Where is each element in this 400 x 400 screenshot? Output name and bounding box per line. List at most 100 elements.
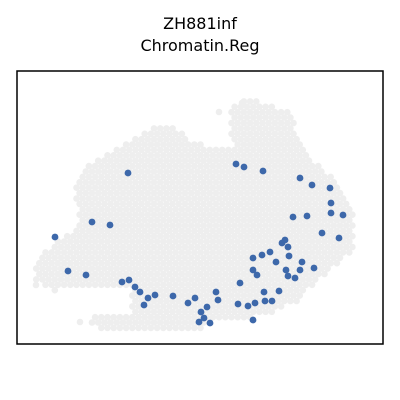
highlighted-spot <box>152 292 159 299</box>
background-spot <box>67 282 74 289</box>
highlighted-spot <box>254 272 261 279</box>
highlighted-spot <box>233 161 240 168</box>
background-spot <box>135 325 142 332</box>
highlighted-spot <box>269 298 276 305</box>
background-spot <box>154 325 161 332</box>
highlighted-spot <box>297 267 304 274</box>
background-spot <box>191 325 198 332</box>
highlighted-spot <box>297 175 304 182</box>
highlighted-spot <box>83 272 90 279</box>
background-spot <box>172 325 179 332</box>
highlighted-spot <box>267 249 274 256</box>
highlighted-spot <box>279 240 286 247</box>
highlighted-spot <box>204 304 211 311</box>
highlighted-spot <box>141 302 148 309</box>
background-spot <box>160 325 167 332</box>
highlighted-spot <box>125 170 132 177</box>
background-spot <box>89 319 96 326</box>
highlighted-spot <box>273 259 280 266</box>
background-spot <box>104 282 111 289</box>
highlighted-spot <box>170 293 177 300</box>
highlighted-spot <box>145 295 152 302</box>
background-spot <box>222 314 229 321</box>
highlighted-spot <box>215 297 222 304</box>
highlighted-spot <box>196 319 203 326</box>
background-spot <box>278 303 285 310</box>
background-spot <box>334 260 341 267</box>
background-spot <box>239 100 246 107</box>
background-spot <box>110 282 117 289</box>
background-spot <box>256 309 263 316</box>
background-spot <box>110 325 117 332</box>
background-spot <box>73 282 80 289</box>
highlighted-spot <box>137 289 144 296</box>
highlighted-spot <box>311 265 318 272</box>
highlighted-spot <box>309 182 316 189</box>
highlighted-spot <box>119 279 126 286</box>
background-spot <box>61 282 68 289</box>
highlighted-spot <box>299 259 306 266</box>
highlighted-spot <box>65 268 72 275</box>
background-spot <box>241 314 248 321</box>
highlighted-spot <box>304 213 311 220</box>
background-spot <box>141 325 148 332</box>
background-spot <box>216 109 223 116</box>
highlighted-spot <box>192 295 199 302</box>
highlighted-spot <box>132 284 139 291</box>
highlighted-spot <box>260 168 267 175</box>
background-spot <box>309 282 316 289</box>
background-spot <box>262 309 269 316</box>
background-spot <box>42 282 49 289</box>
highlighted-spot <box>52 234 59 241</box>
highlighted-spot <box>319 230 326 237</box>
background-spot <box>129 325 136 332</box>
highlighted-spot <box>207 320 214 327</box>
highlighted-spot <box>292 275 299 282</box>
highlighted-spot <box>235 301 242 308</box>
background-spot <box>321 271 328 278</box>
highlighted-spot <box>285 273 292 280</box>
background-spot <box>228 314 235 321</box>
highlighted-spot <box>245 303 252 310</box>
background-spot <box>148 325 155 332</box>
highlighted-spot <box>327 185 334 192</box>
highlighted-spot <box>290 214 297 221</box>
highlighted-spot <box>336 235 343 242</box>
background-spot <box>33 282 40 289</box>
highlighted-spot <box>328 200 335 207</box>
background-spot <box>287 298 294 305</box>
background-spot <box>104 325 111 332</box>
background-spot <box>197 325 204 332</box>
highlighted-spot <box>250 317 257 324</box>
background-spot <box>98 282 105 289</box>
background-spot <box>166 325 173 332</box>
highlighted-spot <box>259 252 266 259</box>
highlighted-spot <box>261 289 268 296</box>
background-spot <box>185 325 192 332</box>
background-spot <box>52 287 59 294</box>
background-spot <box>269 309 276 316</box>
highlighted-spot <box>107 222 114 229</box>
highlighted-spot <box>198 309 205 316</box>
highlighted-spot <box>328 210 335 217</box>
background-spot <box>179 325 186 332</box>
background-spot <box>234 314 241 321</box>
highlighted-spot <box>185 300 192 307</box>
highlighted-spot <box>89 219 96 226</box>
highlighted-spot <box>340 212 347 219</box>
background-spot <box>117 325 124 332</box>
highlighted-spot <box>286 253 293 260</box>
highlighted-spot <box>237 280 244 287</box>
background-spot <box>346 249 353 256</box>
highlighted-spot <box>241 164 248 171</box>
highlighted-spot <box>252 300 259 307</box>
background-spot <box>86 282 93 289</box>
highlighted-spot <box>126 277 133 284</box>
highlighted-spot <box>250 255 257 262</box>
highlighted-spot <box>213 289 220 296</box>
background-spot <box>98 325 105 332</box>
background-spot <box>92 282 99 289</box>
background-spot <box>293 298 300 305</box>
highlighted-spot <box>262 298 269 305</box>
